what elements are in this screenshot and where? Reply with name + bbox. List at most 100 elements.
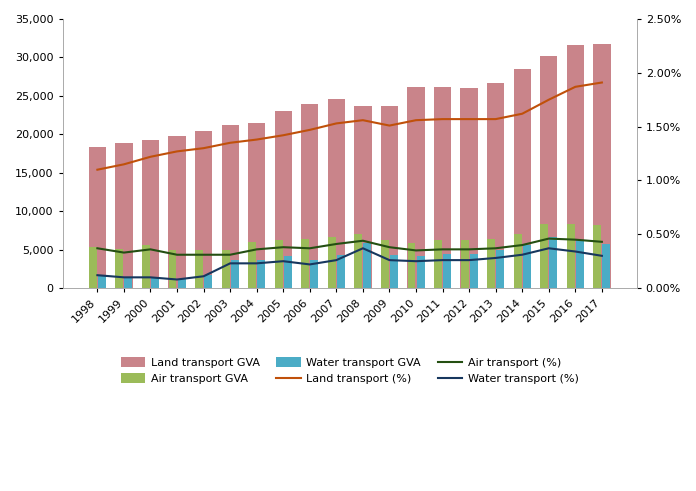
Bar: [416, 256, 425, 288]
Bar: [177, 279, 186, 288]
Bar: [390, 255, 398, 288]
Water transport (%): [465, 257, 473, 263]
Land transport (%): [120, 162, 128, 167]
Water transport (%): [226, 260, 235, 266]
Water transport (%): [598, 253, 606, 259]
Bar: [221, 249, 230, 288]
Bar: [443, 254, 451, 288]
Land transport (%): [465, 116, 473, 122]
Air transport (%): [518, 242, 526, 248]
Bar: [514, 234, 522, 288]
Bar: [195, 131, 212, 288]
Bar: [89, 247, 97, 288]
Water transport (%): [544, 246, 553, 251]
Bar: [328, 99, 345, 288]
Water transport (%): [146, 274, 155, 280]
Bar: [567, 224, 575, 288]
Land transport (%): [358, 117, 367, 123]
Water transport (%): [120, 274, 128, 280]
Bar: [461, 88, 477, 288]
Bar: [434, 86, 451, 288]
Water transport (%): [173, 276, 181, 282]
Bar: [248, 123, 265, 288]
Air transport (%): [491, 246, 500, 251]
Land transport (%): [544, 97, 553, 103]
Air transport (%): [598, 239, 606, 245]
Bar: [328, 237, 335, 288]
Bar: [204, 275, 212, 288]
Bar: [248, 242, 256, 288]
Land transport (%): [253, 136, 261, 142]
Bar: [337, 255, 345, 288]
Land transport (%): [93, 167, 102, 173]
Bar: [540, 224, 548, 288]
Water transport (%): [518, 252, 526, 258]
Land transport (%): [146, 154, 155, 160]
Bar: [487, 83, 505, 288]
Bar: [540, 56, 557, 288]
Land transport (%): [598, 80, 606, 85]
Bar: [284, 256, 292, 288]
Bar: [301, 239, 309, 288]
Water transport (%): [491, 255, 500, 261]
Bar: [301, 104, 319, 288]
Water transport (%): [412, 258, 420, 264]
Water transport (%): [438, 257, 447, 263]
Bar: [275, 241, 283, 288]
Water transport (%): [571, 248, 580, 254]
Water transport (%): [200, 273, 208, 279]
Land transport (%): [438, 116, 447, 122]
Bar: [310, 260, 318, 288]
Air transport (%): [412, 247, 420, 253]
Bar: [89, 147, 106, 288]
Water transport (%): [386, 257, 394, 263]
Air transport (%): [279, 244, 287, 250]
Line: Land transport (%): Land transport (%): [97, 82, 602, 170]
Land transport (%): [279, 132, 287, 138]
Air transport (%): [200, 252, 208, 258]
Bar: [523, 245, 531, 288]
Air transport (%): [358, 238, 367, 244]
Bar: [549, 237, 557, 288]
Bar: [168, 249, 177, 288]
Land transport (%): [306, 127, 314, 133]
Bar: [258, 260, 265, 288]
Bar: [354, 234, 363, 288]
Land transport (%): [173, 148, 181, 154]
Land transport (%): [332, 120, 340, 126]
Bar: [142, 140, 159, 288]
Water transport (%): [332, 257, 340, 263]
Air transport (%): [571, 237, 580, 243]
Land transport (%): [226, 140, 235, 146]
Air transport (%): [173, 252, 181, 258]
Water transport (%): [358, 246, 367, 251]
Land transport (%): [386, 123, 394, 129]
Bar: [496, 249, 504, 288]
Air transport (%): [332, 241, 340, 247]
Air transport (%): [120, 249, 128, 255]
Air transport (%): [386, 244, 394, 250]
Bar: [116, 249, 123, 288]
Bar: [142, 245, 150, 288]
Line: Water transport (%): Water transport (%): [97, 248, 602, 279]
Bar: [407, 86, 425, 288]
Land transport (%): [412, 117, 420, 123]
Air transport (%): [93, 246, 102, 251]
Bar: [514, 69, 531, 288]
Bar: [567, 45, 584, 288]
Bar: [125, 276, 132, 288]
Land transport (%): [571, 84, 580, 90]
Bar: [98, 275, 106, 288]
Bar: [354, 106, 372, 288]
Bar: [151, 276, 159, 288]
Line: Air transport (%): Air transport (%): [97, 239, 602, 255]
Bar: [461, 240, 468, 288]
Air transport (%): [146, 246, 155, 252]
Water transport (%): [93, 272, 102, 278]
Water transport (%): [306, 262, 314, 268]
Air transport (%): [544, 236, 553, 242]
Legend: Land transport GVA, Air transport GVA, Water transport GVA, Land transport (%), : Land transport GVA, Air transport GVA, W…: [116, 353, 583, 388]
Bar: [487, 239, 495, 288]
Water transport (%): [279, 258, 287, 264]
Air transport (%): [465, 246, 473, 252]
